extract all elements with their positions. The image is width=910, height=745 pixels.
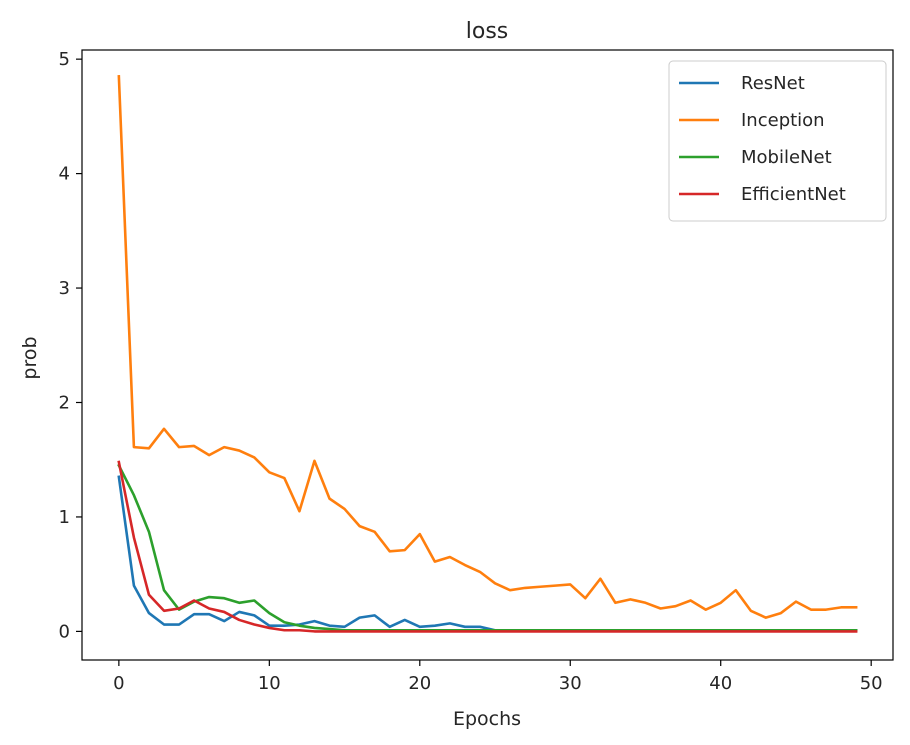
x-tick-label: 30 [559, 673, 582, 694]
y-tick-label: 1 [59, 507, 70, 528]
y-tick-label: 5 [59, 49, 70, 70]
series-layer [117, 74, 858, 633]
x-tick-label: 0 [113, 673, 124, 694]
y-tick-label: 3 [59, 278, 70, 299]
legend-box [668, 60, 887, 222]
x-tick-label: 40 [709, 673, 732, 694]
x-axis-label: Epochs [453, 708, 521, 730]
legend-label-mobilenet: MobileNet [741, 147, 832, 168]
x-tick-label: 50 [860, 673, 883, 694]
legend-label-efficientnet: EfficientNet [741, 184, 846, 205]
chart-title: loss [466, 19, 509, 44]
x-tick-label: 10 [258, 673, 281, 694]
legend-label-resnet: ResNet [741, 73, 805, 94]
legend-label-inception: Inception [741, 110, 825, 131]
x-axis-ticks: 0 10 20 30 40 50 [113, 660, 883, 694]
y-axis-label: prob [19, 336, 41, 379]
series-line-inception [117, 74, 858, 619]
plot-area-frame [81, 49, 894, 661]
x-tick-label: 20 [408, 673, 431, 694]
legend: ResNet Inception MobileNet EfficientNet [668, 60, 887, 222]
y-tick-label: 2 [59, 392, 70, 413]
y-tick-label: 4 [59, 164, 70, 185]
series-line-efficientnet [117, 460, 858, 633]
y-tick-label: 0 [59, 621, 70, 642]
y-axis-ticks: 0 1 2 3 4 5 [59, 49, 82, 642]
